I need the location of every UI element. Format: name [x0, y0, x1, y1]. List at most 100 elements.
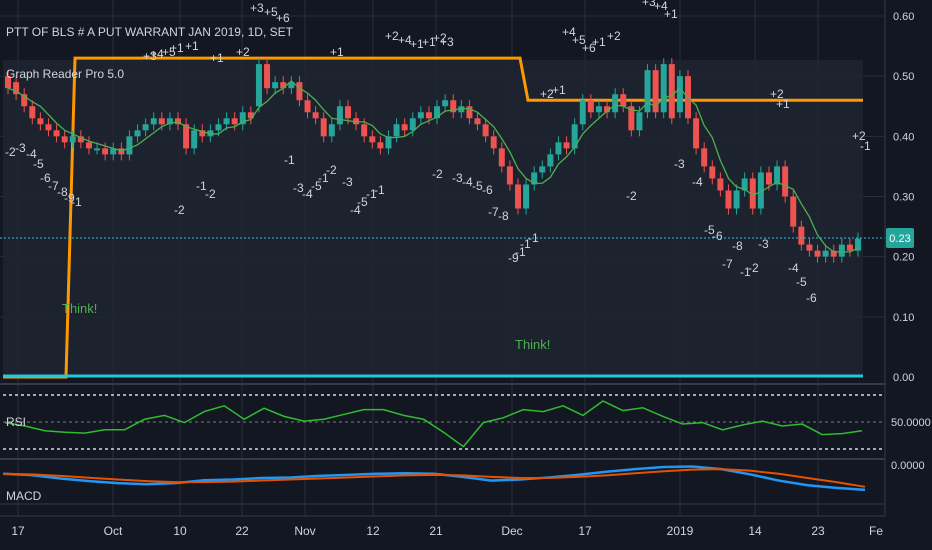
count-label: +1: [170, 41, 184, 55]
candle-body: [13, 82, 20, 95]
count-label: +3: [642, 0, 656, 9]
count-annotations: Think!Think!+3 +5+6+1+1 +2+3+4+5+1 +1+2 +4+1…: [5, 0, 871, 352]
candle-body: [547, 154, 554, 167]
candle-body: [539, 166, 546, 173]
count-label: -1: [196, 179, 207, 193]
count-label: -3: [674, 157, 685, 171]
count-label: +2: [385, 29, 399, 43]
candle-body: [830, 250, 837, 257]
candle-body: [377, 142, 384, 149]
count-label: -8: [732, 239, 743, 253]
price-axis[interactable]: 0.60 0.50 0.40 0.30 0.20 0.10 0.00: [893, 11, 914, 384]
candle-body: [280, 82, 287, 89]
time-tick-label: 17: [578, 524, 592, 538]
count-label: -5: [357, 195, 368, 209]
time-axis[interactable]: 17 Oct 10 22 Nov 12 21 Dec 17 2019 14 23 Fe: [11, 524, 883, 538]
count-label: -6: [806, 291, 817, 305]
price-tick-label: 0.10: [893, 312, 914, 324]
macd-panel-label: MACD: [6, 489, 42, 503]
count-label: +5: [572, 33, 586, 47]
candle-body: [231, 118, 238, 125]
current-price-label: 0.23: [889, 233, 910, 245]
candle-body: [320, 118, 327, 137]
candle-body: [85, 142, 92, 149]
count-label: -3: [758, 237, 769, 251]
candle-body: [142, 124, 149, 131]
price-tick-label: 0.20: [893, 252, 914, 264]
count-label: -5: [311, 179, 322, 193]
candle-body: [782, 166, 789, 197]
candle-body: [215, 124, 222, 131]
count-label: -1: [374, 183, 385, 197]
count-label: -1: [284, 153, 295, 167]
candle-body: [482, 124, 489, 137]
candle-body: [595, 106, 602, 113]
candle-body: [717, 178, 724, 191]
time-tick-label: Nov: [294, 524, 315, 538]
count-label: +2: [607, 29, 621, 43]
candle-body: [304, 100, 311, 113]
candle-body: [385, 136, 392, 149]
indicator-name: Graph Reader Pro 5.0: [6, 67, 124, 81]
count-label: -4: [302, 187, 313, 201]
candle-body: [29, 106, 36, 119]
candle-body: [531, 172, 538, 185]
candle-body: [345, 106, 351, 119]
count-label: +3: [250, 1, 264, 15]
candle-body: [239, 112, 246, 125]
count-label: -3: [15, 141, 26, 155]
count-label: -3: [342, 175, 353, 189]
candle-body: [37, 118, 44, 125]
count-label: +5: [162, 45, 176, 59]
count-label: -1: [366, 187, 377, 201]
price-tick-label: 0.60: [893, 11, 914, 23]
candle-body: [5, 76, 11, 89]
count-label: +3: [143, 49, 157, 63]
count-label: -1: [515, 245, 526, 259]
time-tick-label: 23: [811, 524, 825, 538]
count-label: +5: [264, 5, 278, 19]
candle-body: [21, 94, 28, 107]
candle-body: [199, 130, 206, 137]
candle-body: [393, 124, 400, 137]
count-label: -2: [205, 187, 216, 201]
macd-pane: [2, 465, 866, 492]
candle-body: [790, 196, 797, 227]
candle-body: [846, 244, 853, 251]
chart-title: PTT OF BLS # A PUT WARRANT JAN 2019, 1D,…: [6, 25, 294, 39]
candle-body: [693, 118, 700, 149]
candle-body: [498, 148, 505, 167]
candle-body: [272, 82, 279, 89]
count-label: -5: [472, 179, 483, 193]
candle-body: [709, 166, 716, 179]
candle-body: [110, 148, 117, 155]
think-label: Think!: [62, 301, 97, 316]
time-tick-label: 17: [11, 524, 25, 538]
count-label: -8: [57, 185, 68, 199]
count-label: +1: [552, 83, 566, 97]
price-tick-label: 0.00: [893, 372, 914, 384]
price-tick-label: 0.50: [893, 71, 914, 83]
candle-body: [628, 106, 635, 131]
candle-body: [660, 64, 667, 113]
candle-body: [312, 112, 319, 119]
candle-body: [134, 130, 141, 137]
time-tick-label: Fe: [869, 524, 883, 538]
candle-body: [102, 148, 109, 155]
count-label: -4: [692, 175, 703, 189]
candle-body: [555, 142, 562, 155]
count-label: -8: [498, 209, 509, 223]
candle-body: [604, 106, 611, 113]
count-label: +1: [410, 37, 424, 51]
count-label: -9: [508, 251, 519, 265]
price-tick-label: 0.40: [893, 131, 914, 143]
candle-body: [247, 112, 254, 119]
time-tick-label: 14: [748, 524, 762, 538]
candle-body: [855, 238, 861, 251]
candle-body: [409, 118, 416, 131]
candle-body: [523, 184, 530, 209]
candle-body: [425, 112, 432, 119]
price-tick-label: 0.30: [893, 192, 914, 204]
count-label: +1: [185, 39, 199, 53]
